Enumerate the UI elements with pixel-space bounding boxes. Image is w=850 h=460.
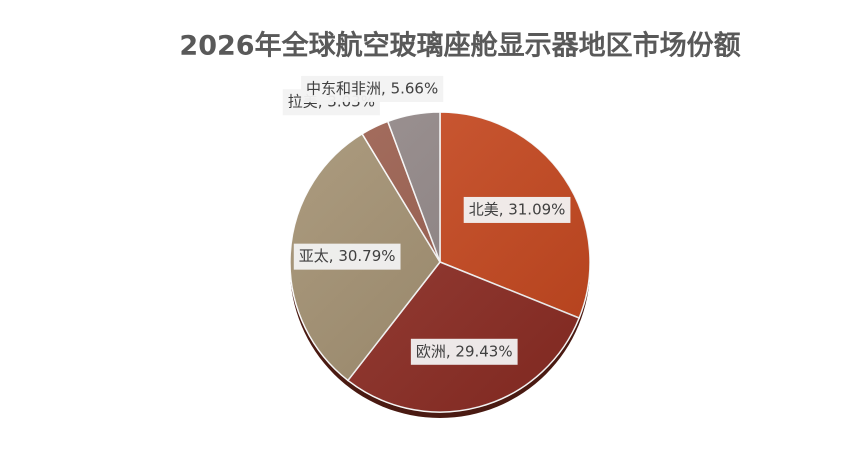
data-label: 亚太, 30.79% bbox=[299, 247, 396, 265]
data-label: 欧洲, 29.43% bbox=[416, 342, 513, 360]
chart-title: 2026年全球航空玻璃座舱显示器地区市场份额 bbox=[179, 30, 740, 62]
data-label: 中东和非洲, 5.66% bbox=[306, 79, 438, 97]
data-label-box bbox=[463, 196, 571, 223]
data-label: 北美, 31.09% bbox=[469, 200, 566, 218]
data-label-box bbox=[301, 75, 444, 102]
data-label-box bbox=[410, 338, 518, 365]
data-label-box bbox=[293, 243, 401, 270]
